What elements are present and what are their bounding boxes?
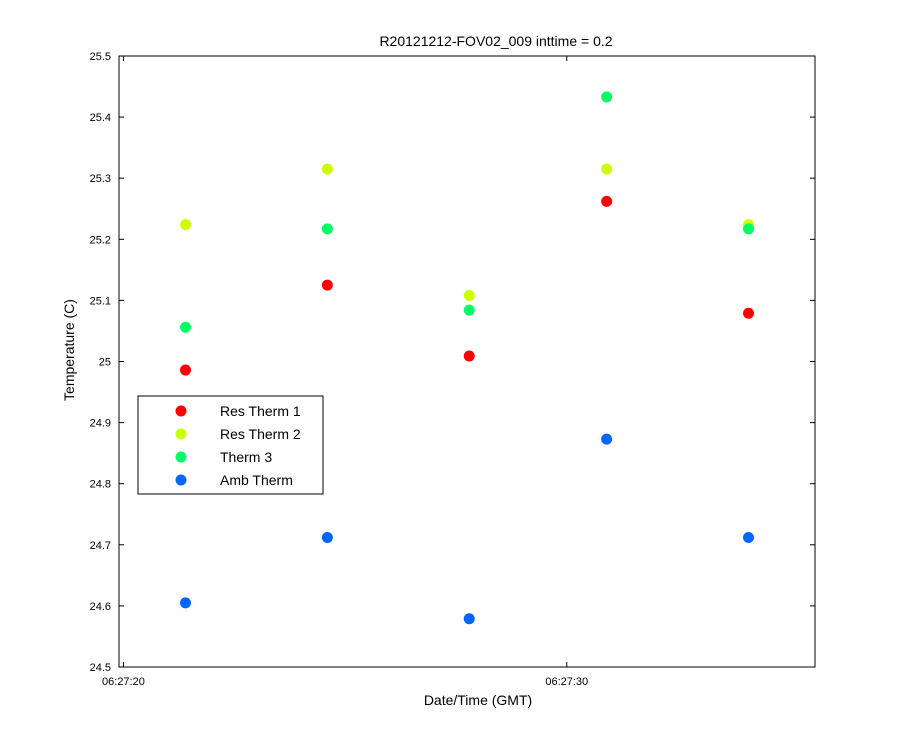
y-tick-label: 24.5 xyxy=(90,662,111,674)
legend: Res Therm 1 Res Therm 2 Therm 3 Amb Therm xyxy=(137,395,324,495)
legend-label: Amb Therm xyxy=(220,472,293,488)
y-tick-label: 25.3 xyxy=(90,173,111,185)
x-tick-label: 06:27:30 xyxy=(545,676,588,688)
data-point xyxy=(179,364,191,376)
legend-marker xyxy=(175,474,187,486)
data-point xyxy=(463,290,475,302)
y-tick-label: 25.5 xyxy=(90,51,111,63)
data-point xyxy=(743,307,755,319)
y-tick-label: 25 xyxy=(99,357,111,369)
legend-marker xyxy=(175,451,187,463)
data-point xyxy=(179,597,191,609)
legend-marker xyxy=(175,405,187,417)
y-tick-label: 24.7 xyxy=(90,540,111,552)
legend-label: Res Therm 2 xyxy=(220,426,301,442)
plot-area xyxy=(118,55,816,668)
legend-label: Therm 3 xyxy=(220,449,272,465)
data-point xyxy=(601,195,613,207)
data-point xyxy=(743,223,755,235)
y-tick-label: 24.9 xyxy=(90,418,111,430)
data-point xyxy=(463,304,475,316)
data-point xyxy=(321,279,333,291)
data-point xyxy=(601,91,613,103)
y-tick-label: 25.2 xyxy=(90,234,111,246)
data-point xyxy=(463,613,475,625)
legend-marker xyxy=(175,428,187,440)
data-point xyxy=(179,219,191,231)
y-axis-label: Temperature (C) xyxy=(61,299,77,401)
data-point xyxy=(321,163,333,175)
data-point xyxy=(743,531,755,543)
legend-box xyxy=(137,395,324,495)
data-point xyxy=(463,350,475,362)
data-point xyxy=(179,321,191,333)
y-tick-label: 25.4 xyxy=(90,112,111,124)
data-point xyxy=(321,223,333,235)
data-point xyxy=(321,531,333,543)
y-tick-label: 24.8 xyxy=(90,479,111,491)
x-axis-label: Date/Time (GMT) xyxy=(424,692,532,708)
x-tick-label: 06:27:20 xyxy=(102,676,145,688)
y-tick-label: 25.1 xyxy=(90,295,111,307)
y-tick-label: 24.6 xyxy=(90,601,111,613)
data-point xyxy=(601,163,613,175)
legend-label: Res Therm 1 xyxy=(220,403,301,419)
chart-title: R20121212-FOV02_009 inttime = 0.2 xyxy=(379,33,612,49)
data-point xyxy=(601,433,613,445)
